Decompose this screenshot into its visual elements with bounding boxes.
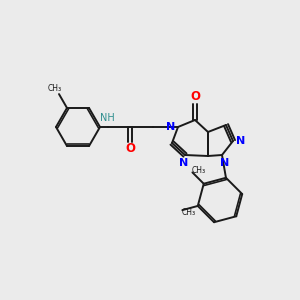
Text: N: N xyxy=(167,122,176,132)
Text: N: N xyxy=(236,136,246,146)
Text: O: O xyxy=(190,91,200,103)
Text: CH₃: CH₃ xyxy=(191,166,206,175)
Text: N: N xyxy=(179,158,189,168)
Text: CH₃: CH₃ xyxy=(181,208,195,217)
Text: CH₃: CH₃ xyxy=(48,84,62,93)
Text: O: O xyxy=(125,142,135,155)
Text: NH: NH xyxy=(100,113,114,123)
Text: N: N xyxy=(220,158,230,168)
